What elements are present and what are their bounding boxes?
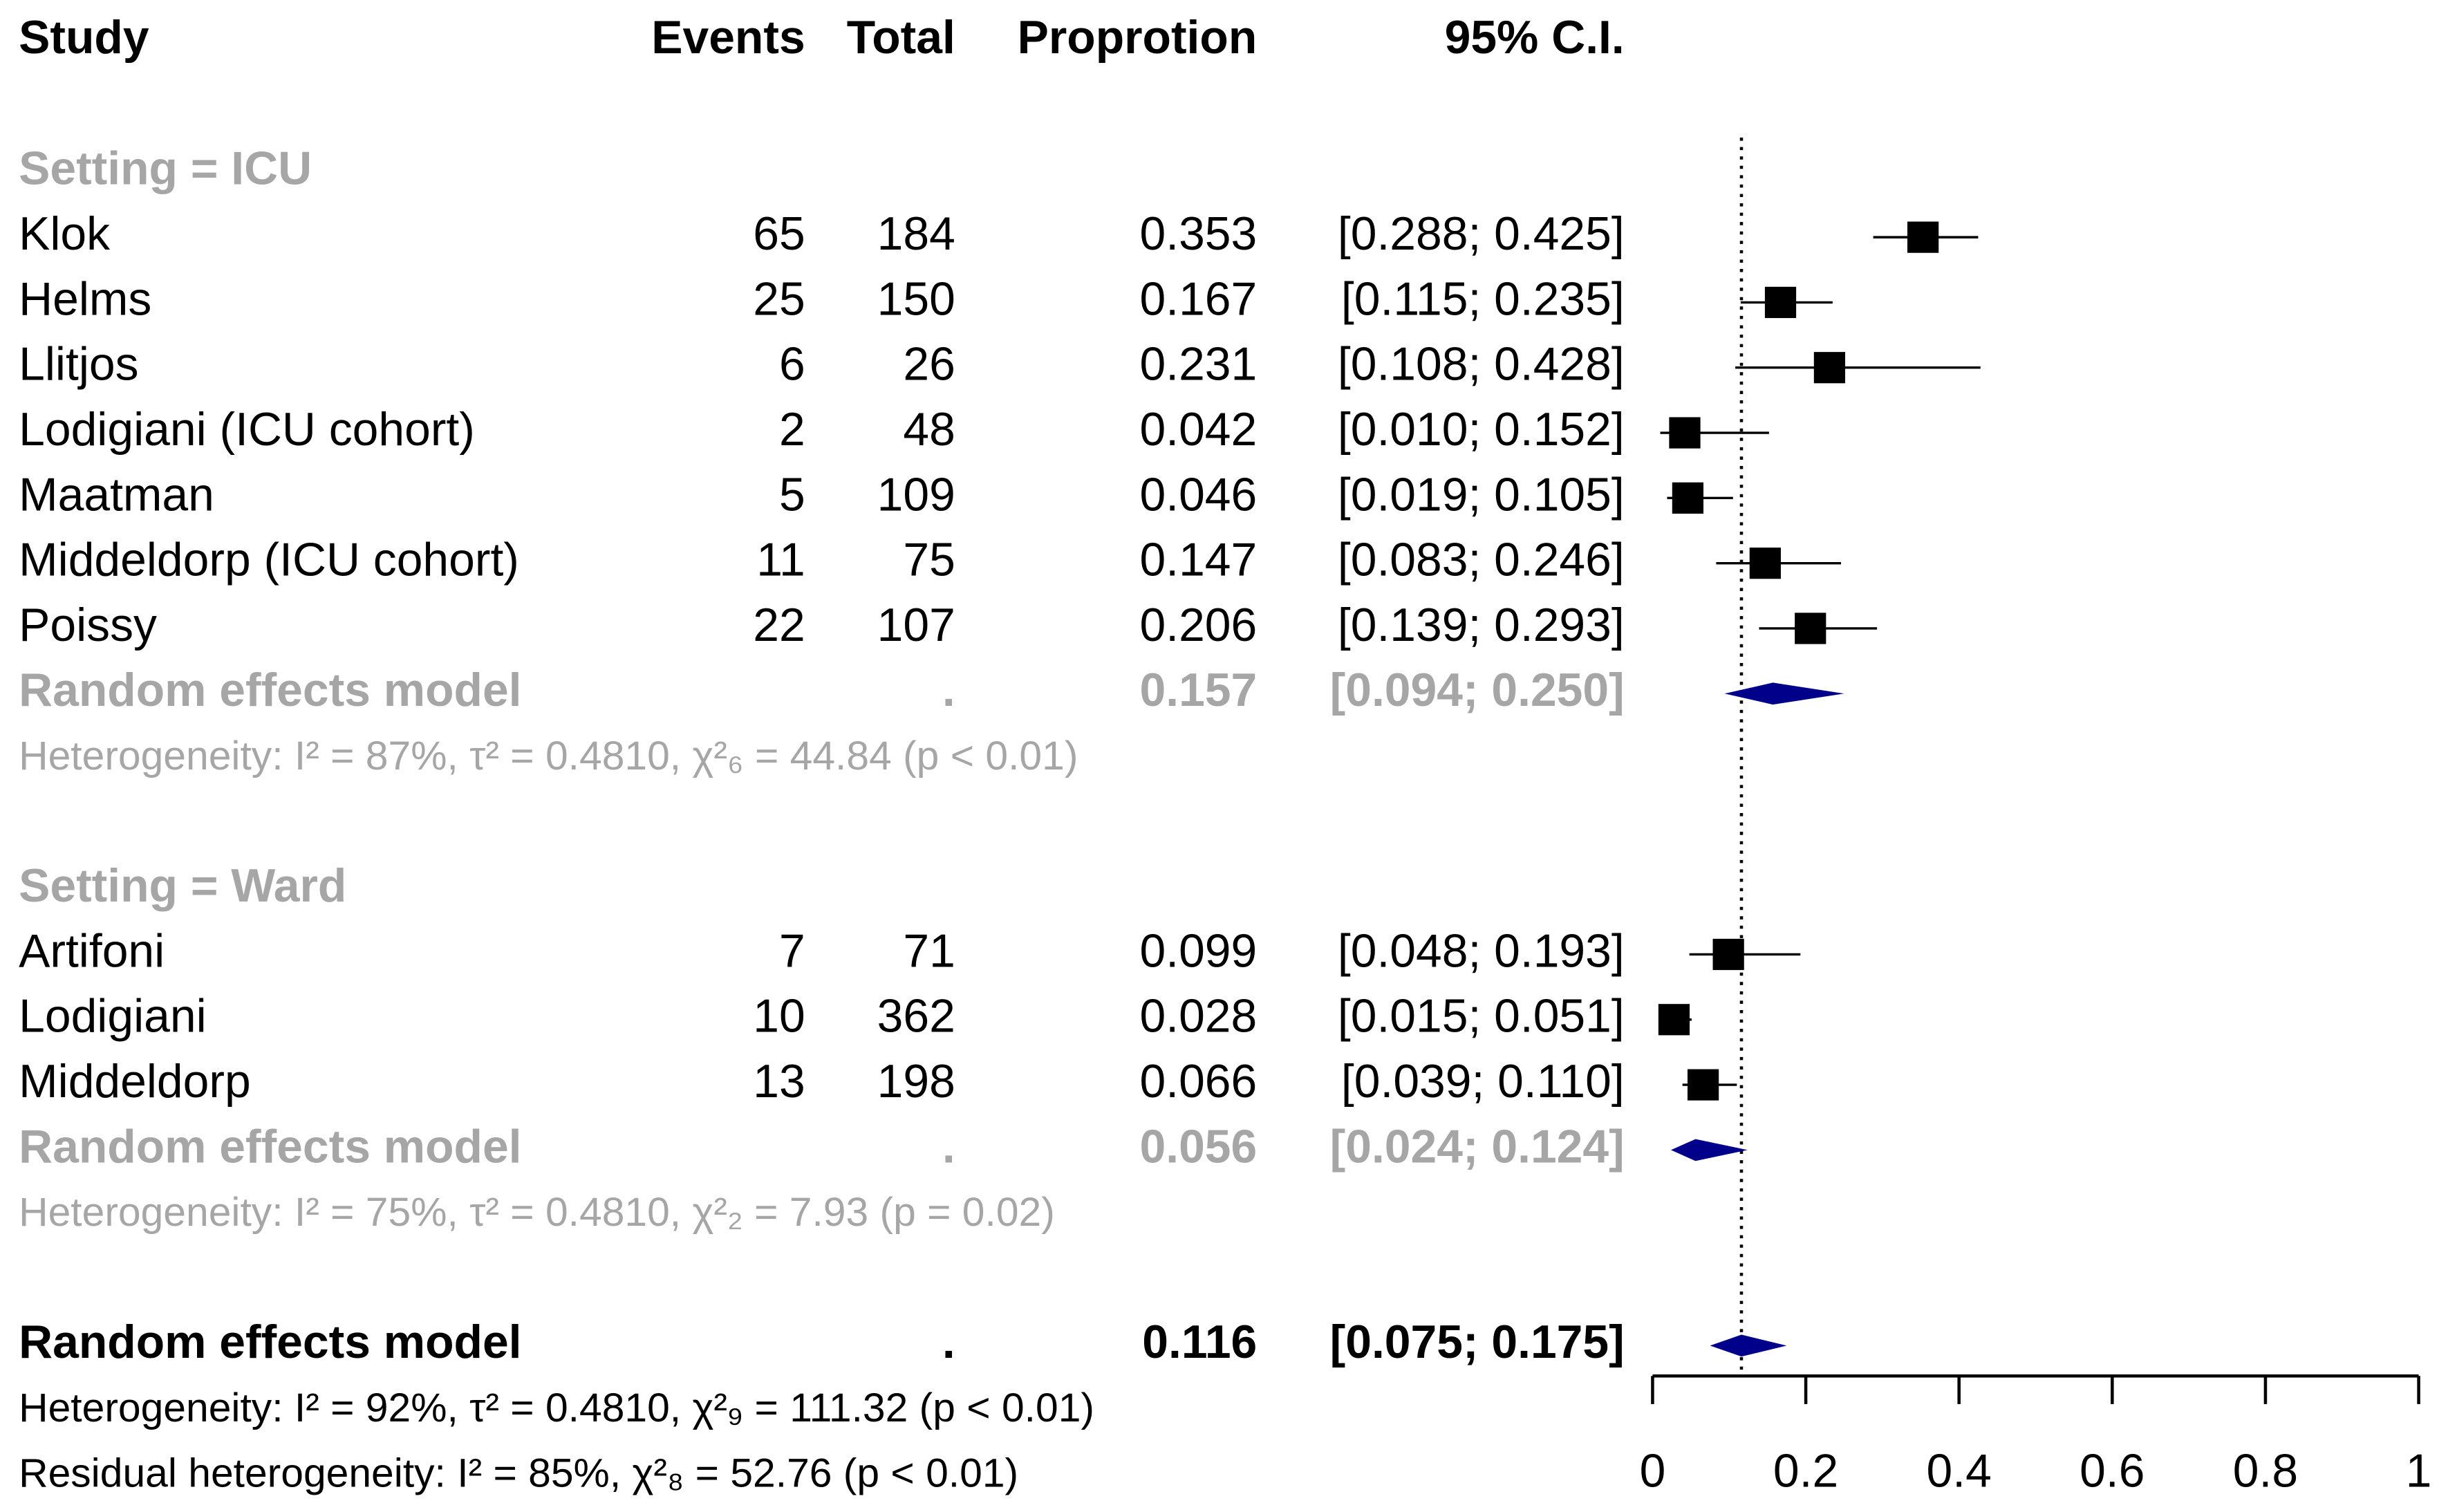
- proportion: 0.167: [1140, 273, 1258, 325]
- total: 184: [877, 208, 955, 260]
- ci: [0.010; 0.152]: [1338, 404, 1625, 456]
- x-tick-label: 0.6: [2080, 1446, 2144, 1497]
- group-label: Setting = Ward: [19, 860, 346, 912]
- point-estimate: [1687, 1069, 1719, 1101]
- model-total: .: [942, 1316, 955, 1368]
- model-ci: [0.094; 0.250]: [1330, 664, 1625, 716]
- model-label: Random effects model: [19, 1316, 521, 1368]
- point-estimate: [1749, 548, 1781, 579]
- heterogeneity: Heterogeneity: I² = 75%, τ² = 0.4810, χ²…: [19, 1190, 1055, 1235]
- point-estimate: [1658, 1004, 1690, 1036]
- column-header: Proprotion: [1018, 12, 1258, 64]
- study-name: Middeldorp: [19, 1056, 251, 1108]
- residual-heterogeneity: Residual heterogeneity: I² = 85%, χ²₈ = …: [19, 1450, 1018, 1495]
- model-proportion: 0.157: [1140, 664, 1258, 716]
- proportion: 0.042: [1140, 404, 1258, 456]
- column-header: Total: [847, 12, 955, 64]
- ci: [0.048; 0.193]: [1338, 925, 1625, 977]
- events: 7: [779, 925, 805, 977]
- model-proportion: 0.056: [1140, 1121, 1258, 1173]
- proportion: 0.206: [1140, 599, 1258, 651]
- events: 65: [753, 208, 805, 260]
- events: 2: [779, 404, 805, 456]
- model-ci: [0.024; 0.124]: [1330, 1121, 1625, 1173]
- total: 75: [903, 534, 955, 586]
- total: 71: [903, 925, 955, 977]
- study-name: Maatman: [19, 469, 214, 521]
- heterogeneity: Heterogeneity: I² = 92%, τ² = 0.4810, χ²…: [19, 1385, 1094, 1430]
- x-tick-label: 0.8: [2233, 1446, 2298, 1497]
- proportion: 0.231: [1140, 339, 1258, 391]
- summary-diamond: [1710, 1334, 1787, 1357]
- study-name: Klok: [19, 208, 111, 260]
- x-tick-label: 0: [1640, 1446, 1666, 1497]
- study-name: Poissy: [19, 599, 157, 651]
- x-tick-label: 1: [2406, 1446, 2432, 1497]
- events: 25: [753, 273, 805, 325]
- study-name: Llitjos: [19, 339, 138, 391]
- total: 26: [903, 339, 955, 391]
- events: 5: [779, 469, 805, 521]
- summary-diamond: [1671, 1139, 1748, 1161]
- point-estimate: [1672, 482, 1704, 514]
- proportion: 0.147: [1140, 534, 1258, 586]
- column-header: 95% C.I.: [1445, 12, 1625, 64]
- ci: [0.108; 0.428]: [1338, 339, 1625, 391]
- x-tick-label: 0.4: [1927, 1446, 1992, 1497]
- x-tick-label: 0.2: [1773, 1446, 1838, 1497]
- study-name: Helms: [19, 273, 151, 325]
- total: 150: [877, 273, 955, 325]
- proportion: 0.028: [1140, 991, 1258, 1043]
- model-proportion: 0.116: [1142, 1316, 1257, 1368]
- ci: [0.019; 0.105]: [1338, 469, 1625, 521]
- study-name: Lodigiani (ICU cohort): [19, 404, 475, 456]
- events: 13: [753, 1056, 805, 1108]
- proportion: 0.099: [1140, 925, 1258, 977]
- column-header: Events: [651, 12, 805, 64]
- model-label: Random effects model: [19, 664, 521, 716]
- model-total: .: [942, 664, 955, 716]
- point-estimate: [1907, 221, 1939, 253]
- group-label: Setting = ICU: [19, 143, 312, 195]
- ci: [0.115; 0.235]: [1341, 273, 1625, 325]
- proportion: 0.353: [1140, 208, 1258, 260]
- study-name: Lodigiani: [19, 991, 207, 1043]
- study-name: Middeldorp (ICU cohort): [19, 534, 519, 586]
- proportion: 0.066: [1140, 1056, 1258, 1108]
- point-estimate: [1669, 417, 1701, 449]
- total: 107: [877, 599, 955, 651]
- heterogeneity: Heterogeneity: I² = 87%, τ² = 0.4810, χ²…: [19, 734, 1078, 778]
- events: 6: [779, 339, 805, 391]
- model-total: .: [942, 1121, 955, 1173]
- point-estimate: [1712, 938, 1744, 971]
- study-name: Artifoni: [19, 925, 165, 977]
- total: 362: [877, 991, 955, 1043]
- ci: [0.288; 0.425]: [1338, 208, 1625, 260]
- total: 48: [903, 404, 955, 456]
- model-ci: [0.075; 0.175]: [1330, 1316, 1625, 1368]
- events: 11: [756, 534, 805, 586]
- ci: [0.139; 0.293]: [1338, 599, 1625, 651]
- total: 109: [877, 469, 955, 521]
- point-estimate: [1813, 352, 1846, 384]
- ci: [0.015; 0.051]: [1338, 991, 1625, 1043]
- point-estimate: [1764, 286, 1797, 319]
- column-header: Study: [19, 12, 149, 64]
- proportion: 0.046: [1140, 469, 1258, 521]
- events: 10: [753, 991, 805, 1043]
- model-label: Random effects model: [19, 1121, 521, 1173]
- ci: [0.083; 0.246]: [1338, 534, 1625, 586]
- total: 198: [877, 1056, 955, 1108]
- events: 22: [753, 599, 805, 651]
- point-estimate: [1795, 613, 1826, 644]
- summary-diamond: [1724, 682, 1844, 705]
- ci: [0.039; 0.110]: [1341, 1056, 1625, 1108]
